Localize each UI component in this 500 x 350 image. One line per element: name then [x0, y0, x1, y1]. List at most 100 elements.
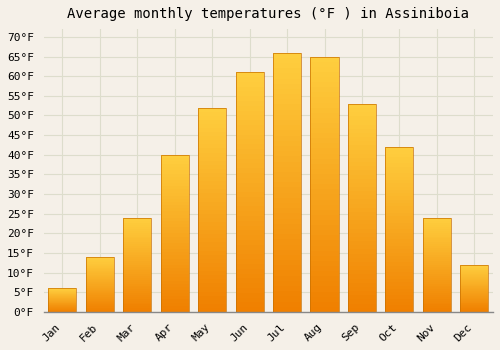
Bar [123, 268, 152, 271]
Bar [86, 274, 114, 276]
Bar [460, 288, 488, 289]
Bar [460, 284, 488, 285]
Bar [123, 278, 152, 280]
Bar [198, 296, 226, 300]
Bar [86, 266, 114, 267]
Bar [236, 288, 264, 293]
Bar [160, 208, 189, 211]
Bar [123, 263, 152, 265]
Bar [236, 230, 264, 235]
Bar [273, 68, 301, 74]
Bar [236, 197, 264, 202]
Bar [86, 280, 114, 281]
Bar [423, 244, 451, 246]
Bar [423, 218, 451, 219]
Bar [236, 240, 264, 245]
Bar [123, 248, 152, 250]
Bar [236, 106, 264, 111]
Bar [386, 223, 413, 226]
Bar [348, 129, 376, 133]
Bar [123, 301, 152, 302]
Bar [160, 309, 189, 312]
Bar [348, 195, 376, 199]
Bar [48, 295, 76, 296]
Bar [273, 167, 301, 172]
Bar [386, 289, 413, 292]
Bar [160, 180, 189, 183]
Bar [310, 189, 338, 195]
Bar [386, 249, 413, 253]
Bar [236, 278, 264, 283]
Bar [48, 311, 76, 312]
Bar [86, 272, 114, 273]
Bar [273, 105, 301, 110]
Bar [198, 120, 226, 124]
Bar [273, 146, 301, 151]
Bar [386, 226, 413, 230]
Bar [460, 281, 488, 282]
Bar [123, 218, 152, 219]
Bar [123, 218, 152, 312]
Bar [273, 188, 301, 193]
Bar [348, 270, 376, 274]
Bar [310, 302, 338, 307]
Bar [423, 265, 451, 267]
Bar [48, 292, 76, 293]
Bar [460, 277, 488, 278]
Bar [348, 149, 376, 154]
Bar [123, 257, 152, 259]
Bar [236, 135, 264, 139]
Bar [460, 290, 488, 291]
Bar [198, 173, 226, 177]
Bar [123, 299, 152, 301]
Bar [198, 222, 226, 226]
Bar [348, 145, 376, 149]
Bar [460, 308, 488, 309]
Bar [310, 215, 338, 220]
Bar [310, 92, 338, 97]
Bar [423, 302, 451, 304]
Bar [198, 267, 226, 271]
Bar [48, 305, 76, 306]
Bar [123, 291, 152, 293]
Bar [123, 282, 152, 284]
Bar [86, 265, 114, 266]
Bar [123, 246, 152, 248]
Bar [348, 258, 376, 262]
Bar [348, 104, 376, 108]
Bar [310, 230, 338, 235]
Bar [86, 277, 114, 278]
Bar [460, 293, 488, 294]
Bar [386, 292, 413, 295]
Bar [310, 271, 338, 276]
Bar [198, 284, 226, 287]
Bar [86, 287, 114, 288]
Bar [198, 243, 226, 246]
Bar [86, 264, 114, 265]
Bar [348, 137, 376, 141]
Bar [423, 295, 451, 297]
Bar [273, 219, 301, 224]
Bar [310, 103, 338, 108]
Bar [348, 104, 376, 312]
Bar [198, 148, 226, 153]
Bar [86, 290, 114, 291]
Bar [48, 299, 76, 300]
Bar [236, 125, 264, 130]
Bar [123, 276, 152, 278]
Bar [86, 293, 114, 294]
Bar [48, 290, 76, 291]
Bar [310, 184, 338, 189]
Bar [348, 125, 376, 129]
Bar [310, 292, 338, 296]
Bar [86, 257, 114, 312]
Bar [348, 158, 376, 162]
Bar [86, 276, 114, 277]
Bar [386, 147, 413, 312]
Bar [423, 291, 451, 293]
Bar [310, 235, 338, 240]
Bar [348, 216, 376, 220]
Bar [48, 304, 76, 305]
Bar [160, 186, 189, 189]
Bar [310, 246, 338, 251]
